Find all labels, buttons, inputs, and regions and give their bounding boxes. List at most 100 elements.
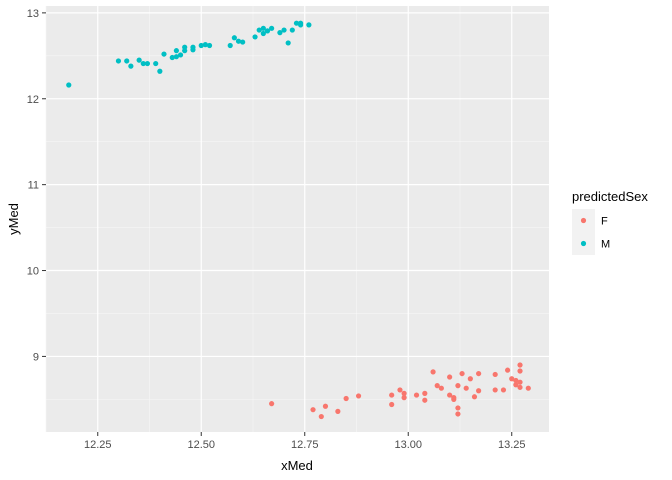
data-point-F xyxy=(389,392,395,398)
data-point-M xyxy=(240,39,246,45)
data-point-F xyxy=(430,369,436,375)
data-point-M xyxy=(136,57,142,63)
y-tick-label: 11 xyxy=(28,180,39,192)
y-axis-title: yMed xyxy=(6,203,21,235)
data-point-M xyxy=(235,38,242,44)
data-point-M xyxy=(161,51,167,57)
data-point-F xyxy=(455,405,461,411)
data-point-M xyxy=(182,44,188,50)
data-point-M xyxy=(231,35,237,41)
y-tick-label: 9 xyxy=(33,351,39,363)
data-point-F xyxy=(525,385,531,391)
data-point-M xyxy=(281,27,287,33)
y-tick-label: 12 xyxy=(27,94,39,106)
data-point-M xyxy=(289,27,295,33)
minor-gridlines xyxy=(45,6,549,432)
data-point-F xyxy=(422,390,428,396)
data-point-M xyxy=(256,27,262,33)
data-point-M xyxy=(124,58,130,64)
data-point-F xyxy=(505,367,511,373)
data-point-M xyxy=(293,20,300,26)
data-point-M xyxy=(144,60,151,67)
data-point-M xyxy=(252,34,258,40)
data-point-F xyxy=(467,376,473,382)
y-tick-label: 10 xyxy=(27,266,39,278)
x-tick-label: 12.75 xyxy=(291,439,319,451)
data-point-F xyxy=(517,368,523,374)
data-point-M xyxy=(264,28,271,34)
data-point-M xyxy=(202,42,208,48)
legend-title: predictedSex xyxy=(572,189,648,204)
data-point-M xyxy=(115,58,122,64)
x-tick-label: 13.00 xyxy=(394,439,422,451)
data-point-F xyxy=(476,388,482,394)
legend-label-F: F xyxy=(601,216,608,228)
data-points xyxy=(66,20,531,420)
data-point-F xyxy=(422,397,428,403)
data-point-F xyxy=(447,374,453,380)
data-point-F xyxy=(401,395,407,401)
data-point-M xyxy=(277,30,283,36)
data-point-M xyxy=(198,42,204,49)
data-point-F xyxy=(517,384,523,390)
data-point-M xyxy=(206,42,213,49)
data-point-F xyxy=(492,371,498,378)
data-point-F xyxy=(355,393,362,399)
x-axis-title: xMed xyxy=(281,458,313,473)
data-point-F xyxy=(463,385,469,391)
data-point-F xyxy=(471,394,478,400)
data-point-F xyxy=(455,383,461,389)
data-point-M xyxy=(227,42,233,49)
data-point-M xyxy=(173,54,180,60)
data-point-F xyxy=(500,387,507,393)
legend-key-M xyxy=(580,240,587,247)
y-tick-label: 13 xyxy=(27,8,39,20)
data-point-F xyxy=(451,396,457,402)
data-point-F xyxy=(269,401,275,407)
data-point-F xyxy=(455,411,461,417)
data-point-M xyxy=(128,63,134,69)
data-point-F xyxy=(509,376,515,382)
data-point-M xyxy=(260,25,266,31)
data-point-M xyxy=(298,22,304,28)
data-point-F xyxy=(434,383,440,389)
data-point-F xyxy=(318,413,324,420)
data-point-F xyxy=(476,370,482,377)
data-point-F xyxy=(447,392,453,398)
legend-entries: FM xyxy=(572,209,610,255)
data-point-M xyxy=(153,60,159,67)
data-point-M xyxy=(260,30,266,37)
data-point-F xyxy=(401,390,407,396)
data-point-F xyxy=(397,387,403,393)
data-point-M xyxy=(169,54,175,61)
data-point-F xyxy=(459,370,465,377)
data-point-F xyxy=(322,403,329,409)
axis-ticks xyxy=(42,12,513,436)
panel-background xyxy=(46,6,549,432)
x-tick-label: 12.25 xyxy=(84,439,112,451)
legend-label-M: M xyxy=(601,239,610,251)
data-point-M xyxy=(269,25,275,31)
data-point-M xyxy=(157,68,163,74)
data-point-F xyxy=(517,362,523,368)
y-tick-labels: 9 10 11 12 13 xyxy=(27,8,39,364)
data-point-M xyxy=(190,44,196,50)
data-point-F xyxy=(335,408,341,414)
x-tick-label: 13.25 xyxy=(498,439,526,451)
data-point-F xyxy=(343,395,349,402)
data-point-F xyxy=(413,392,420,398)
legend-key-F xyxy=(580,217,587,224)
data-point-M xyxy=(285,40,291,46)
data-point-F xyxy=(492,387,498,393)
major-gridlines xyxy=(46,6,549,432)
x-tick-labels: 12.25 12.50 12.75 13.00 13.25 xyxy=(84,439,526,451)
data-point-F xyxy=(513,382,519,388)
x-tick-label: 12.50 xyxy=(187,439,215,451)
data-point-M xyxy=(140,60,146,67)
data-point-M xyxy=(306,22,312,28)
data-point-F xyxy=(513,377,519,384)
data-point-M xyxy=(177,52,184,58)
data-point-F xyxy=(517,379,523,385)
data-point-M xyxy=(173,48,180,54)
